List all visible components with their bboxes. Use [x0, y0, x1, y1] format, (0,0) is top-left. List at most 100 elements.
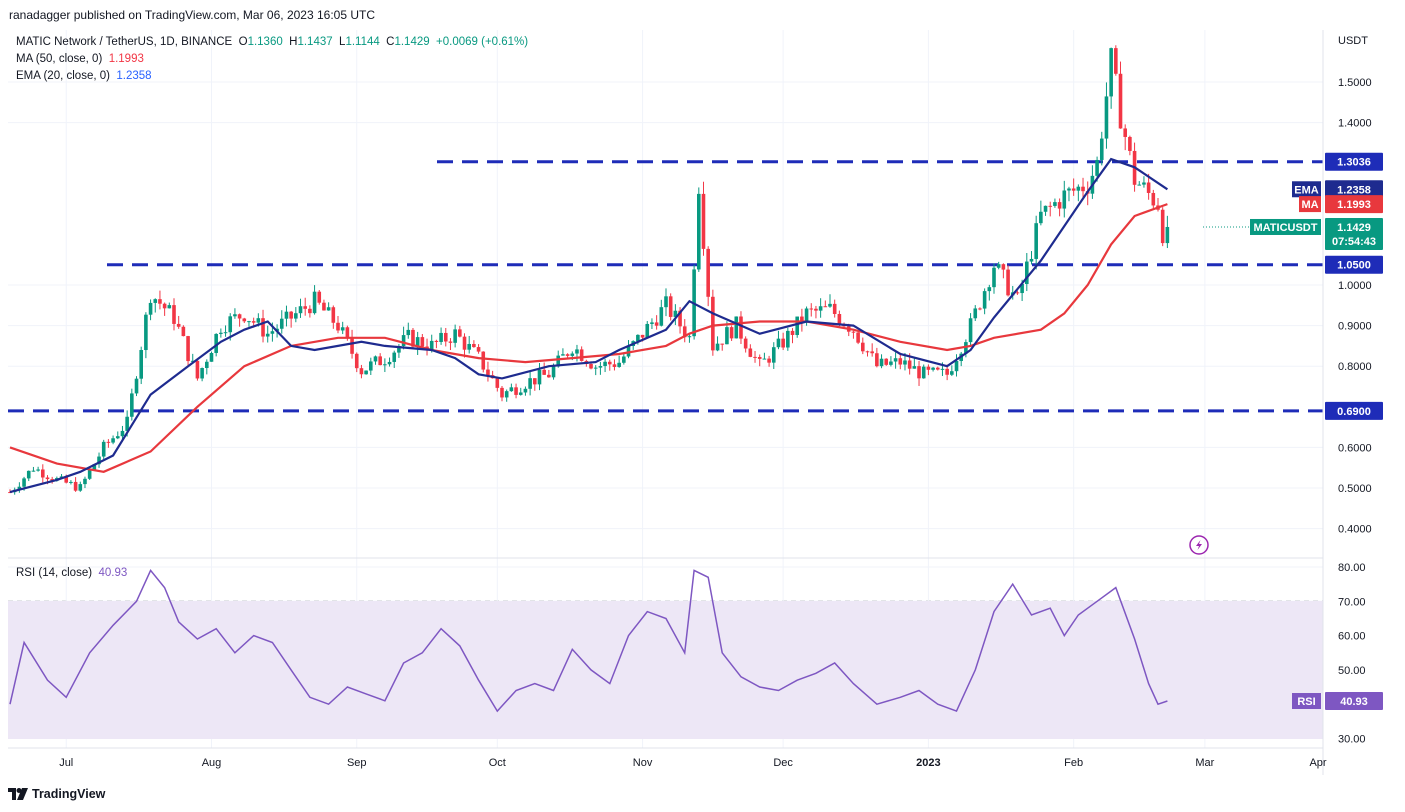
price-tick-label: 0.8000	[1338, 361, 1372, 373]
chart-legend: MATIC Network / TetherUS, 1D, BINANCE O 1…	[16, 34, 528, 85]
candle-body	[734, 316, 739, 339]
candle-body	[1067, 188, 1071, 191]
candle-body	[954, 360, 959, 372]
ma-tag-bg	[1325, 195, 1383, 214]
ema-row[interactable]: EMA (20, close, 0) 1.2358	[16, 68, 528, 85]
candle-body	[401, 335, 406, 347]
candle-body	[134, 378, 139, 394]
symbol-label: MATICUSDT	[1250, 218, 1321, 235]
candle-body	[298, 306, 303, 314]
candle-body	[233, 314, 237, 317]
candle-body	[912, 366, 917, 369]
level-tag-text: 1.0500	[1337, 260, 1371, 272]
candle-body	[279, 318, 284, 329]
candle-body	[715, 343, 720, 351]
flash-icon[interactable]	[1189, 535, 1209, 555]
candle-body	[219, 332, 223, 334]
price-tick-label: 0.5000	[1338, 483, 1372, 495]
candle-body	[448, 341, 453, 343]
tradingview-logo-icon	[8, 788, 28, 800]
candle-body	[533, 378, 537, 385]
candle-body	[420, 337, 425, 347]
candle-body	[1001, 264, 1006, 270]
rsi-axis[interactable]: 80.00 70.00 60.00 50.00 30.00	[1338, 562, 1366, 746]
candle-body	[83, 478, 87, 485]
candle-body	[509, 387, 514, 392]
price-tick-label: 1.5000	[1338, 77, 1372, 89]
candle-body	[369, 361, 373, 371]
time-tick-label: Apr	[1309, 757, 1326, 769]
rsi-line	[9, 568, 1168, 713]
candle-body	[753, 356, 757, 358]
candle-body	[673, 310, 678, 317]
candle-body	[748, 348, 753, 357]
tradingview-logo[interactable]: TradingView	[8, 787, 105, 801]
candle-body	[809, 308, 814, 310]
last-price-tag: 1.1429 07:54:43	[1325, 217, 1383, 250]
candle-body	[340, 327, 345, 331]
candle-body	[875, 353, 879, 367]
price-tick-label: 1.4000	[1338, 118, 1372, 130]
candle-body	[739, 316, 743, 339]
candle-body	[397, 346, 401, 353]
candle-body	[205, 361, 209, 369]
candle-body	[523, 388, 528, 393]
candle-body	[776, 338, 781, 348]
candle-body	[1043, 205, 1048, 212]
time-axis[interactable]: Jul Aug Sep Oct Nov Dec 2023 Feb Mar Apr	[59, 757, 1327, 769]
candle-body	[453, 329, 457, 343]
candle-body	[907, 360, 912, 369]
candle-body	[228, 316, 233, 333]
open-label: O	[238, 36, 248, 48]
symbol-title[interactable]: MATIC Network / TetherUS, 1D, BINANCE	[16, 36, 233, 48]
candle-body	[1109, 48, 1113, 97]
candle-body	[1142, 182, 1146, 185]
candle-body	[790, 330, 795, 335]
candle-body	[125, 416, 129, 431]
candle-body	[256, 318, 261, 323]
candle-body	[411, 329, 415, 347]
candle-body	[617, 362, 621, 367]
candle-body	[111, 438, 115, 443]
ma-row[interactable]: MA (50, close, 0) 1.1993	[16, 51, 528, 68]
ema-tag: 1.2358	[1325, 180, 1383, 199]
symbol-row: MATIC Network / TetherUS, 1D, BINANCE O1…	[16, 34, 528, 51]
candle-body	[195, 360, 200, 379]
candle-body	[200, 368, 204, 379]
candle-body	[162, 303, 167, 309]
candle-body	[1029, 258, 1034, 262]
candle-body	[101, 441, 106, 457]
ema-value: 1.2358	[116, 70, 152, 82]
candle-body	[181, 326, 186, 337]
candle-body	[1137, 184, 1142, 186]
last-price-tag-bg	[1325, 217, 1383, 250]
candle-body	[1081, 186, 1085, 192]
change-value: +0.0069 (+0.61%)	[436, 36, 529, 48]
candle-body	[771, 347, 776, 363]
rsi-legend[interactable]: RSI (14, close) 40.93	[16, 567, 127, 579]
candle-body	[294, 313, 298, 319]
candle-body	[945, 368, 949, 375]
rsi-tick-label: 50.00	[1338, 665, 1366, 677]
candle-body	[354, 353, 359, 369]
ema-line	[9, 157, 1169, 494]
candle-body	[36, 469, 40, 471]
time-tick-label: Mar	[1195, 757, 1214, 769]
candle-body	[504, 391, 509, 398]
candle-body	[387, 361, 392, 365]
candle-body	[622, 356, 626, 363]
candle-body	[17, 486, 22, 490]
candle-body	[795, 316, 799, 335]
high-label: H	[289, 36, 298, 48]
candle-body	[312, 291, 317, 314]
level-tag-text: 1.3036	[1337, 157, 1371, 169]
candle-body	[706, 248, 710, 297]
rsi-value: 40.93	[98, 567, 128, 579]
candle-body	[514, 387, 518, 395]
candle-body	[664, 296, 668, 308]
candle-body	[593, 367, 598, 369]
candle-body	[682, 326, 687, 338]
candle-body	[551, 366, 556, 378]
price-axis[interactable]: 1.5000 1.4000 1.0000 0.9000 0.8000 0.6000 0.50…	[1338, 35, 1372, 536]
